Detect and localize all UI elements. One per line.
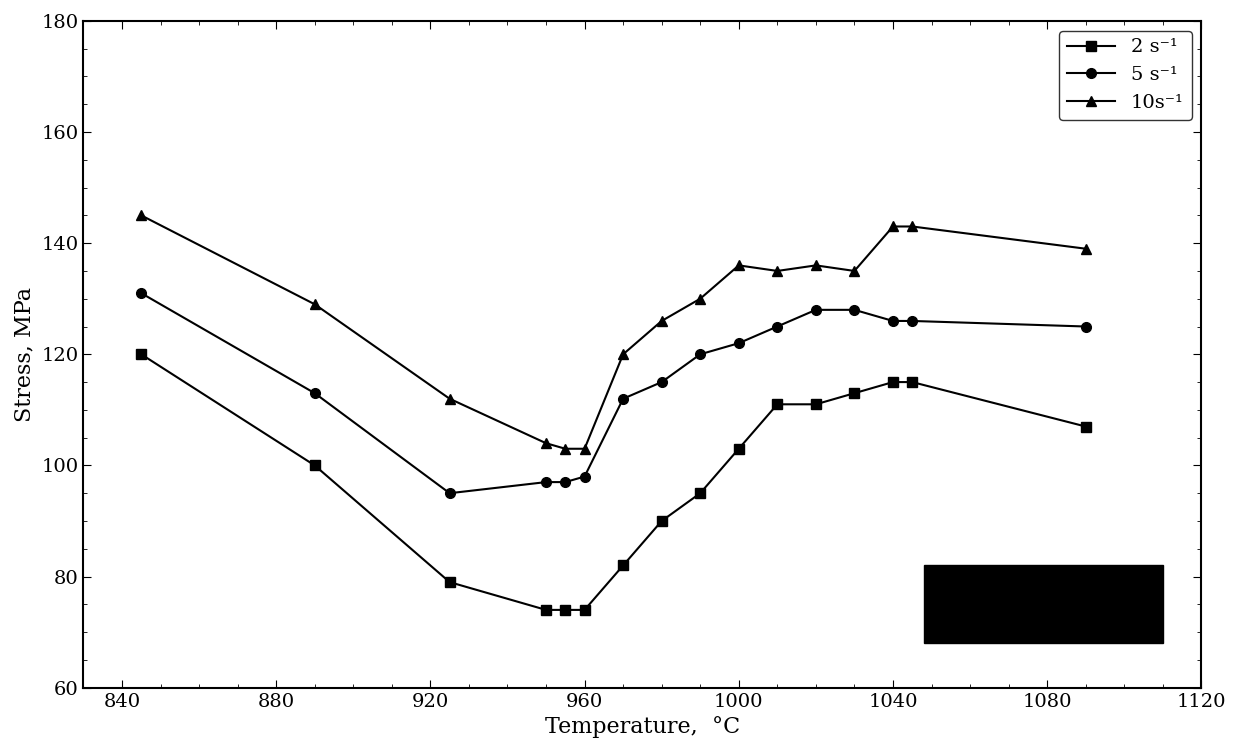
5 s⁻¹ xyxy=(616,394,631,403)
2 s⁻¹ xyxy=(134,350,149,359)
5 s⁻¹ xyxy=(134,289,149,298)
2 s⁻¹ xyxy=(616,561,631,570)
10s⁻¹ xyxy=(885,222,900,231)
2 s⁻¹ xyxy=(577,605,591,614)
5 s⁻¹ xyxy=(577,472,591,481)
10s⁻¹ xyxy=(847,266,862,275)
10s⁻¹ xyxy=(905,222,920,231)
Legend: 2 s⁻¹, 5 s⁻¹, 10s⁻¹: 2 s⁻¹, 5 s⁻¹, 10s⁻¹ xyxy=(1059,31,1192,120)
5 s⁻¹ xyxy=(808,305,823,314)
5 s⁻¹ xyxy=(905,317,920,326)
2 s⁻¹ xyxy=(847,389,862,398)
5 s⁻¹ xyxy=(443,489,458,498)
10s⁻¹ xyxy=(308,300,322,309)
10s⁻¹ xyxy=(558,444,573,453)
Line: 5 s⁻¹: 5 s⁻¹ xyxy=(136,288,1090,498)
2 s⁻¹ xyxy=(905,378,920,387)
Bar xyxy=(924,566,1163,643)
2 s⁻¹ xyxy=(693,489,708,498)
5 s⁻¹ xyxy=(1079,322,1094,331)
2 s⁻¹ xyxy=(732,444,746,453)
5 s⁻¹ xyxy=(770,322,785,331)
5 s⁻¹ xyxy=(655,378,670,387)
10s⁻¹ xyxy=(577,444,591,453)
5 s⁻¹ xyxy=(847,305,862,314)
5 s⁻¹ xyxy=(693,350,708,359)
2 s⁻¹ xyxy=(1079,422,1094,431)
Y-axis label: Stress, MPa: Stress, MPa xyxy=(14,287,36,422)
5 s⁻¹ xyxy=(538,478,553,487)
2 s⁻¹ xyxy=(443,578,458,587)
2 s⁻¹ xyxy=(538,605,553,614)
5 s⁻¹ xyxy=(308,389,322,398)
Line: 2 s⁻¹: 2 s⁻¹ xyxy=(136,350,1090,615)
2 s⁻¹ xyxy=(885,378,900,387)
X-axis label: Temperature,  °C: Temperature, °C xyxy=(544,716,740,738)
10s⁻¹ xyxy=(693,294,708,303)
5 s⁻¹ xyxy=(732,338,746,347)
2 s⁻¹ xyxy=(308,461,322,470)
10s⁻¹ xyxy=(655,317,670,326)
10s⁻¹ xyxy=(443,394,458,403)
2 s⁻¹ xyxy=(770,400,785,409)
10s⁻¹ xyxy=(770,266,785,275)
Line: 10s⁻¹: 10s⁻¹ xyxy=(136,211,1090,453)
10s⁻¹ xyxy=(616,350,631,359)
10s⁻¹ xyxy=(538,438,553,447)
2 s⁻¹ xyxy=(655,517,670,526)
10s⁻¹ xyxy=(732,261,746,270)
5 s⁻¹ xyxy=(558,478,573,487)
2 s⁻¹ xyxy=(558,605,573,614)
5 s⁻¹ xyxy=(885,317,900,326)
10s⁻¹ xyxy=(808,261,823,270)
2 s⁻¹ xyxy=(808,400,823,409)
10s⁻¹ xyxy=(1079,244,1094,253)
10s⁻¹ xyxy=(134,211,149,220)
